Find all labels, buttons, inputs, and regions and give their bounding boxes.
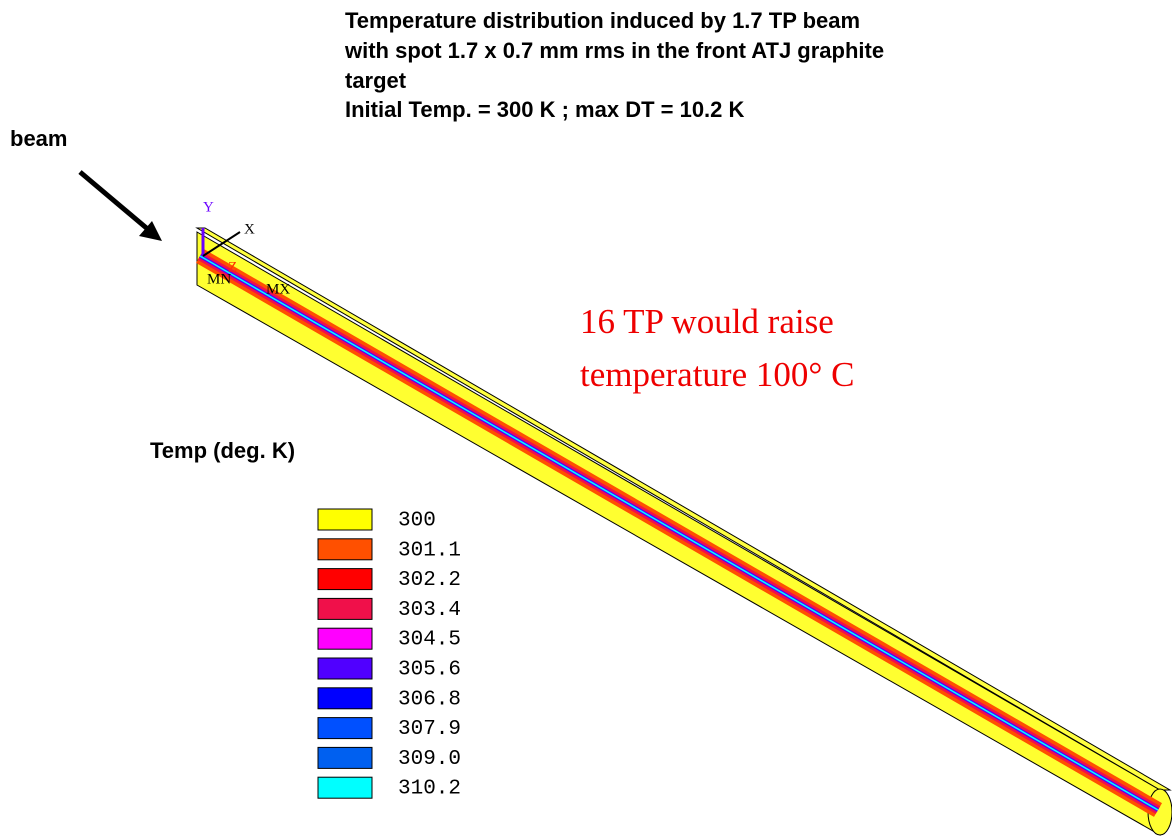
legend-title: Temp (deg. K) [150,438,295,463]
legend-swatch [318,539,372,560]
annotation: temperature 100° C [580,355,854,394]
legend-swatch [318,509,372,530]
legend-swatch [318,628,372,649]
title-line: target [345,68,407,93]
legend-label: 309.0 [398,748,461,771]
legend-label: 306.8 [398,688,461,711]
legend-label: 303.4 [398,599,461,622]
legend-swatch [318,569,372,590]
legend-swatch [318,598,372,619]
page: Temperature distribution induced by 1.7 … [0,0,1172,837]
legend-label: 304.5 [398,629,461,652]
legend-swatch [318,688,372,709]
max-label: MX [266,281,290,297]
min-label: MN [207,271,231,287]
legend-swatch [318,718,372,739]
legend-swatch [318,777,372,798]
title-line: with spot 1.7 x 0.7 mm rms in the front … [344,38,884,63]
title-line: Temperature distribution induced by 1.7 … [345,8,860,33]
legend-label: 305.6 [398,659,461,682]
beam-arrow [80,172,162,241]
legend-label: 300 [398,510,436,533]
beam-label: beam [10,126,67,151]
legend: 300 301.1 302.2 303.4 304.5 305.6 306.8 307.9 30… [318,509,461,801]
legend-label: 301.1 [398,539,461,562]
legend-label: 307.9 [398,718,461,741]
annotation: 16 TP would raise [580,302,834,341]
legend-label: 310.2 [398,778,461,801]
axis-label: X [244,221,255,237]
legend-swatch [318,658,372,679]
figure: Temperature distribution induced by 1.7 … [0,0,1172,837]
axis-label: Y [203,199,214,215]
legend-swatch [318,747,372,768]
legend-label: 302.2 [398,569,461,592]
title-line: Initial Temp. = 300 K ; max DT = 10.2 K [345,97,745,122]
